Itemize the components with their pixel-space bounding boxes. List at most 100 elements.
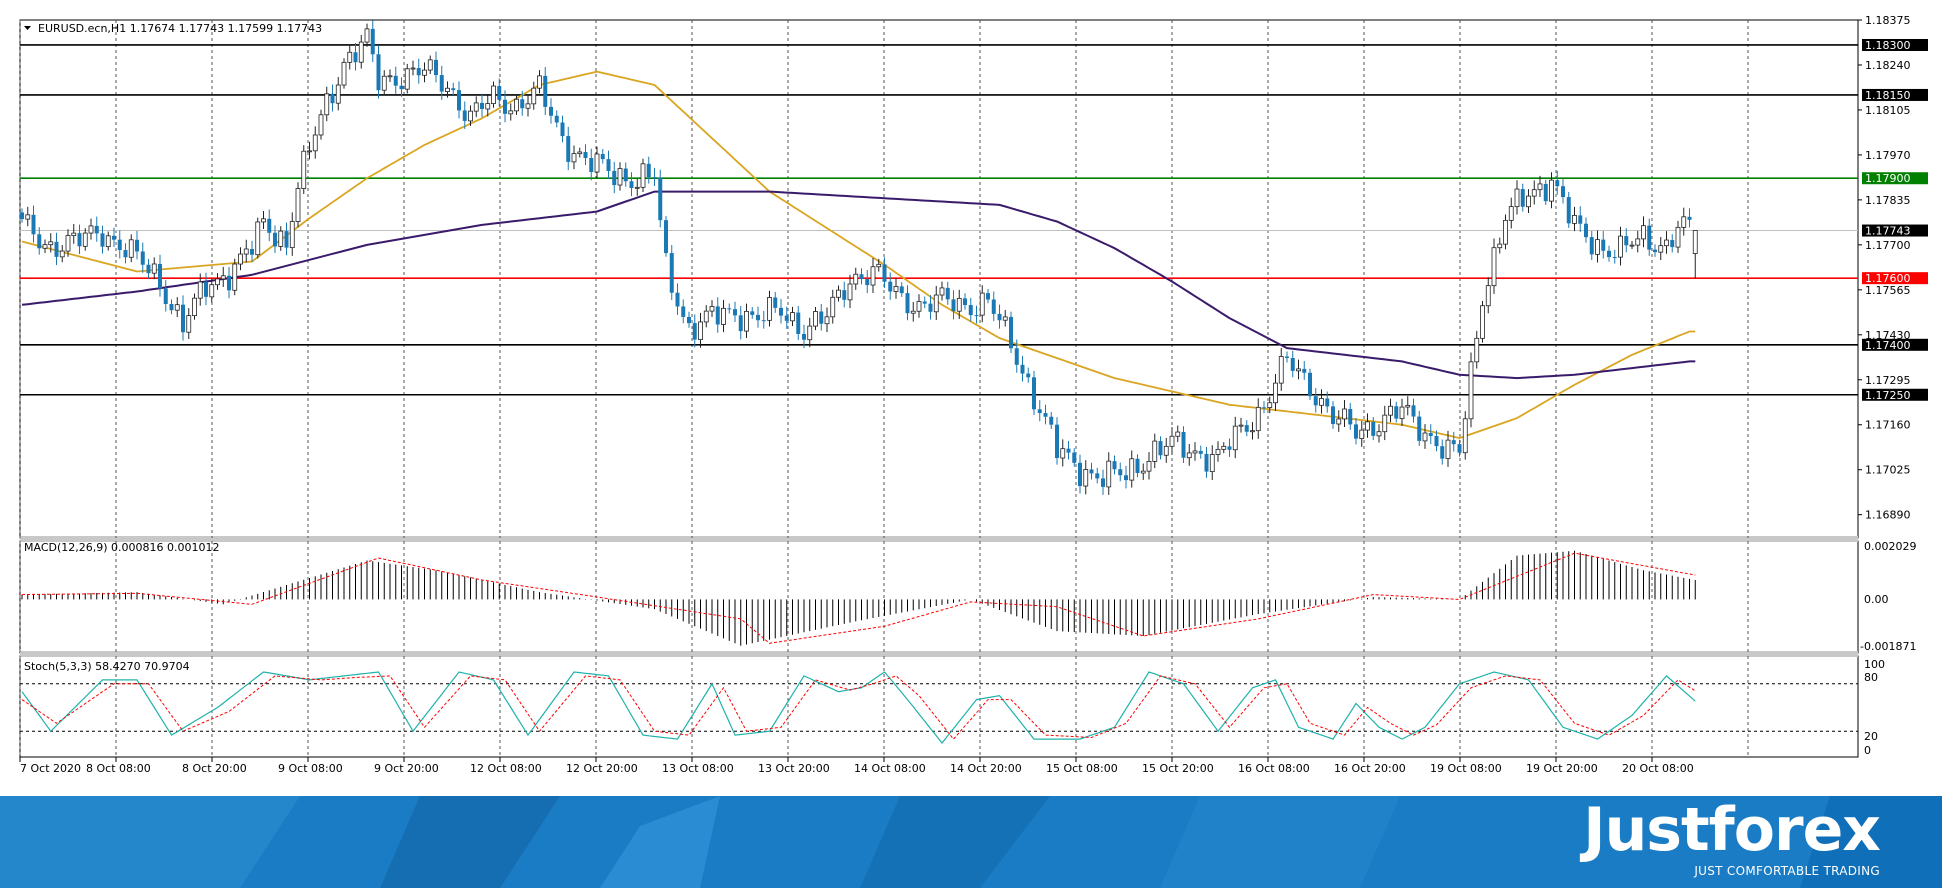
candle-down bbox=[480, 102, 484, 109]
candle-down bbox=[135, 239, 139, 252]
candle-down bbox=[600, 153, 605, 160]
candle-up bbox=[341, 61, 347, 86]
candle-up bbox=[186, 315, 192, 333]
candle-down bbox=[353, 52, 358, 63]
candle-down bbox=[779, 307, 783, 316]
candle-down bbox=[1158, 441, 1163, 456]
candle-down bbox=[905, 293, 910, 314]
candle-up bbox=[1232, 425, 1238, 451]
candle-down bbox=[623, 168, 628, 182]
main-panel-header: EURUSD.ecn,H1 1.17674 1.17743 1.17599 1.… bbox=[38, 22, 322, 35]
candle-down bbox=[882, 264, 887, 282]
candle-down bbox=[503, 99, 507, 114]
candle-up bbox=[1692, 230, 1698, 254]
candle-down bbox=[462, 110, 467, 121]
candle-up bbox=[261, 218, 266, 223]
candle-down bbox=[1653, 249, 1657, 253]
time-label: 15 Oct 20:00 bbox=[1142, 762, 1214, 775]
candle-up bbox=[1192, 450, 1198, 454]
candle-up bbox=[698, 321, 703, 341]
candle-down bbox=[330, 93, 335, 104]
candle-down bbox=[1371, 421, 1376, 436]
candle-down bbox=[1584, 223, 1588, 238]
candle-down bbox=[451, 88, 456, 91]
candle-up bbox=[318, 114, 324, 136]
candle-up bbox=[445, 87, 450, 92]
price-tick-label: 1.16890 bbox=[1865, 509, 1911, 522]
candle-up bbox=[289, 221, 295, 249]
candle-up bbox=[387, 75, 393, 78]
price-label-1.18150: 1.18150 bbox=[1865, 89, 1911, 102]
candle-up bbox=[1595, 239, 1600, 255]
candle-up bbox=[1319, 398, 1324, 406]
candle-up bbox=[1618, 235, 1623, 258]
candle-up bbox=[209, 284, 215, 298]
candle-down bbox=[859, 274, 864, 280]
candle-up bbox=[427, 59, 433, 71]
price-label-1.17900: 1.17900 bbox=[1865, 172, 1911, 185]
candle-up bbox=[979, 292, 985, 316]
candle-down bbox=[951, 299, 956, 312]
candle-down bbox=[543, 75, 548, 107]
symbol-dropdown-arrow[interactable] bbox=[24, 26, 31, 30]
candle-down bbox=[1428, 433, 1433, 437]
candle-down bbox=[1670, 240, 1675, 248]
banner-shape bbox=[0, 796, 300, 888]
candle-down bbox=[899, 286, 904, 294]
candle-up bbox=[836, 289, 841, 298]
candle-up bbox=[324, 93, 330, 116]
candle-down bbox=[945, 287, 950, 300]
candle-down bbox=[1290, 357, 1295, 371]
candle-down bbox=[439, 75, 444, 92]
price-label-box bbox=[1862, 272, 1928, 285]
candle-down bbox=[1112, 461, 1117, 470]
candle-up bbox=[1480, 305, 1485, 339]
price-label-1.17600: 1.17600 bbox=[1865, 272, 1911, 285]
candle-down bbox=[1014, 348, 1019, 365]
candle-up bbox=[1342, 408, 1347, 420]
candle-down bbox=[1647, 225, 1652, 250]
candle-down bbox=[692, 323, 697, 340]
candle-up bbox=[1278, 356, 1284, 384]
candle-up bbox=[537, 75, 542, 89]
candle-down bbox=[1078, 462, 1082, 487]
candle-down bbox=[1354, 424, 1358, 439]
price-label-1.17400: 1.17400 bbox=[1865, 339, 1911, 352]
candle-down bbox=[968, 305, 973, 316]
stochastic-indicator bbox=[20, 671, 1858, 744]
candle-up bbox=[876, 263, 882, 268]
candle-up bbox=[1491, 247, 1497, 287]
candle-up bbox=[813, 311, 818, 327]
brand-banner bbox=[0, 796, 1942, 888]
candle-up bbox=[485, 103, 491, 110]
candle-down bbox=[1055, 424, 1059, 459]
candle-up bbox=[1422, 432, 1428, 442]
price-tick-label: 1.17700 bbox=[1865, 239, 1911, 252]
price-label-box bbox=[1862, 224, 1928, 237]
time-label: 12 Oct 08:00 bbox=[470, 762, 542, 775]
candle-up bbox=[956, 297, 962, 312]
candle-up bbox=[1474, 337, 1480, 363]
stoch-panel-header: Stoch(5,3,3) 58.4270 70.9704 bbox=[24, 660, 190, 673]
candle-up bbox=[824, 316, 830, 325]
candle-up bbox=[491, 85, 496, 105]
candle-down bbox=[646, 163, 651, 178]
banner-background bbox=[0, 796, 1942, 888]
price-tick-label: 1.17295 bbox=[1865, 374, 1911, 387]
candle-up bbox=[1163, 445, 1169, 456]
time-label: 12 Oct 20:00 bbox=[566, 762, 638, 775]
candle-up bbox=[105, 235, 111, 248]
candle-up bbox=[278, 230, 284, 247]
candle-up bbox=[1503, 219, 1508, 245]
candle-up bbox=[473, 102, 479, 112]
candle-down bbox=[727, 308, 732, 310]
candle-down bbox=[1262, 407, 1266, 409]
candle-up bbox=[1526, 195, 1531, 208]
candle-down bbox=[773, 297, 778, 308]
candle-down bbox=[1101, 478, 1105, 487]
candle-down bbox=[1325, 398, 1330, 407]
banner-shape bbox=[600, 796, 720, 888]
candle-up bbox=[1296, 368, 1301, 372]
candle-down bbox=[416, 68, 421, 76]
candle-up bbox=[358, 41, 364, 63]
